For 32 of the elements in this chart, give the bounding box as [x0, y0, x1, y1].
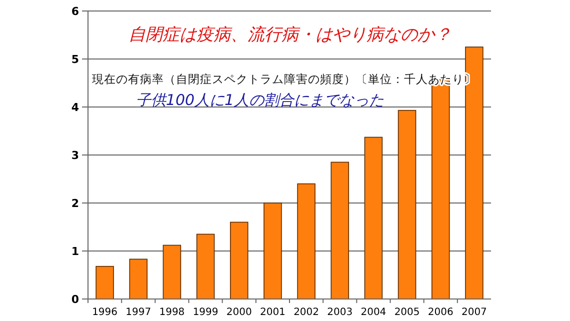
y-tick-label: 0	[71, 293, 80, 306]
text: 自閉症は疫病、流行病・はやり病なのか？	[128, 25, 452, 45]
x-tick-label: 2003	[327, 307, 353, 318]
x-tick-label: 2006	[428, 307, 454, 318]
bar	[398, 110, 416, 300]
x-tick-label: 2000	[226, 307, 252, 318]
y-tick-label: 1	[71, 245, 79, 258]
bar	[162, 244, 182, 300]
bar	[465, 46, 484, 300]
bar	[230, 222, 248, 300]
x-tick-label: 2007	[461, 307, 487, 318]
x-tick-label: 1998	[159, 307, 185, 318]
x-tick-label: 1996	[92, 307, 118, 318]
x-tick-label: 1997	[126, 307, 152, 318]
bar	[129, 258, 148, 300]
y-tick-label: 2	[71, 197, 79, 210]
bar	[96, 266, 114, 300]
x-tick-label: 2005	[394, 307, 420, 318]
bar	[330, 162, 350, 300]
x-tick-label: 2004	[360, 307, 386, 318]
y-tick-label: 4	[71, 101, 80, 114]
x-tick-label: 1999	[192, 307, 218, 318]
x-tick-label: 2001	[260, 307, 286, 318]
y-tick-label: 3	[71, 149, 79, 162]
annotation: 子供100人に1人の割合にまでなった	[136, 91, 384, 109]
bar	[364, 136, 383, 300]
x-tick-label: 2002	[294, 307, 320, 318]
bar	[264, 202, 282, 300]
y-tick-label: 5	[71, 53, 79, 66]
y-tick-label: 6	[71, 5, 80, 18]
bar	[297, 183, 316, 300]
bar	[196, 234, 215, 300]
